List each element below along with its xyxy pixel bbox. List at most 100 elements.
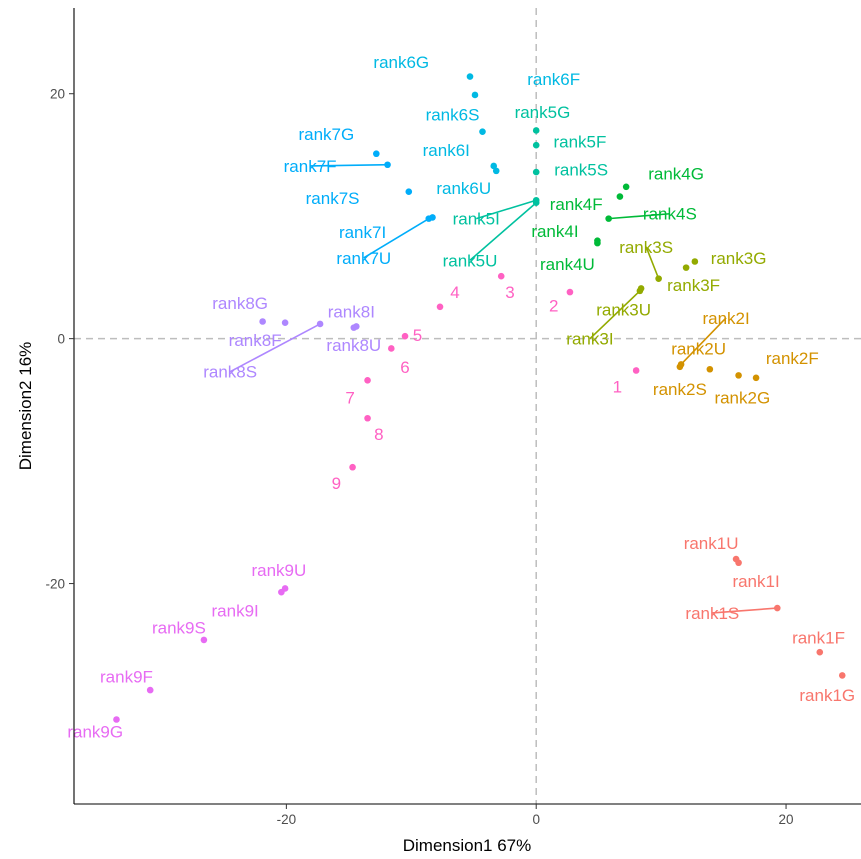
y-tick-label: 0 — [57, 332, 65, 347]
point-label: rank9F — [100, 668, 153, 687]
point-label: 4 — [450, 283, 459, 302]
leader-line — [310, 163, 388, 167]
data-point — [774, 604, 781, 612]
point-label: rank9U — [251, 561, 306, 580]
point-label: 6 — [400, 358, 409, 377]
point-label: rank1G — [799, 686, 855, 705]
data-point — [425, 215, 433, 222]
data-point — [113, 716, 120, 723]
data-point — [735, 372, 742, 379]
data-point — [622, 183, 630, 191]
data-point — [532, 127, 540, 134]
leader-line — [363, 217, 430, 259]
data-point — [387, 345, 395, 352]
data-point — [752, 374, 760, 382]
point-label: rank1U — [684, 534, 739, 553]
point-label: rank2G — [714, 388, 770, 407]
data-point — [436, 303, 444, 311]
point-label: rank5I — [453, 210, 500, 229]
point-label: rank6I — [423, 141, 470, 160]
data-point — [259, 318, 266, 325]
point-label: rank4I — [531, 222, 578, 241]
point-label: rank7U — [336, 249, 391, 268]
leader-line — [608, 212, 670, 220]
data-point — [676, 363, 684, 371]
point-label: rank3F — [667, 276, 720, 295]
data-point — [281, 319, 289, 327]
point-label: rank6F — [527, 70, 580, 89]
leader-line — [680, 317, 727, 365]
data-point — [605, 215, 612, 222]
point-label: rank7I — [339, 223, 386, 242]
point-label: 2 — [549, 297, 558, 316]
data-point — [838, 672, 846, 679]
data-point — [384, 161, 391, 169]
x-tick-label: 0 — [532, 812, 540, 827]
data-point — [706, 365, 714, 373]
point-label: 7 — [345, 388, 354, 407]
data-point — [566, 288, 574, 296]
point-label: rank4F — [550, 195, 603, 214]
leader-line — [589, 290, 641, 340]
point-label: rank7F — [284, 157, 337, 176]
leader-lines — [229, 163, 778, 614]
data-point — [532, 199, 540, 207]
point-label: rank7S — [306, 189, 360, 208]
point-label: rank5F — [553, 132, 606, 151]
data-point — [479, 128, 486, 135]
point-label: 8 — [374, 425, 383, 444]
data-point — [532, 141, 540, 149]
data-point — [490, 162, 498, 170]
axes — [73, 8, 861, 805]
data-point — [316, 320, 324, 328]
point-label: rank2S — [653, 380, 707, 399]
point-label: rank8I — [328, 303, 375, 322]
data-point — [616, 193, 624, 200]
data-point — [492, 167, 500, 175]
x-tick-label: -20 — [277, 812, 297, 827]
x-axis-title: Dimension1 67% — [403, 836, 532, 855]
data-point — [146, 686, 154, 694]
data-point — [349, 463, 356, 471]
y-tick-label: -20 — [45, 577, 65, 592]
point-label: rank3G — [711, 249, 767, 268]
point-label: rank4S — [643, 205, 697, 224]
leader-line — [645, 246, 660, 279]
point-label: rank6U — [436, 179, 491, 198]
point-label: rank2F — [766, 349, 819, 368]
data-point — [532, 168, 540, 176]
data-point — [278, 588, 285, 596]
reference-lines — [74, 8, 861, 804]
point-label: rank8U — [326, 336, 381, 355]
data-point — [364, 414, 371, 422]
point-label: rank8F — [229, 331, 282, 350]
point-label: rank2U — [671, 339, 726, 358]
data-point — [466, 73, 474, 80]
point-label: rank9G — [67, 723, 123, 742]
point-label: 1 — [613, 377, 622, 396]
data-point — [471, 91, 479, 99]
data-point — [350, 324, 358, 331]
point-label: rank8S — [203, 363, 257, 382]
data-point — [691, 258, 699, 265]
data-point — [632, 367, 640, 374]
point-label: rank5S — [554, 161, 608, 180]
y-tick-label: 20 — [50, 87, 65, 102]
leader-line — [229, 323, 321, 373]
point-label: rank9S — [152, 619, 206, 638]
data-point — [364, 376, 371, 384]
data-point — [497, 272, 505, 280]
data-point — [735, 559, 742, 567]
y-axis-ticks: -20 0 20 — [45, 87, 74, 592]
data-point — [682, 264, 690, 271]
point-label: rank7G — [298, 125, 354, 144]
point-label: rank3I — [566, 330, 613, 349]
leader-line — [469, 202, 537, 261]
point-label: rank3U — [596, 300, 651, 319]
point-label: rank1I — [732, 572, 779, 591]
data-point — [405, 188, 413, 195]
x-tick-label: 20 — [779, 812, 794, 827]
leader-line — [476, 199, 537, 220]
point-labels: rank1U rank1I rank1S rank1F rank1G rank2I rank… — [67, 53, 855, 742]
